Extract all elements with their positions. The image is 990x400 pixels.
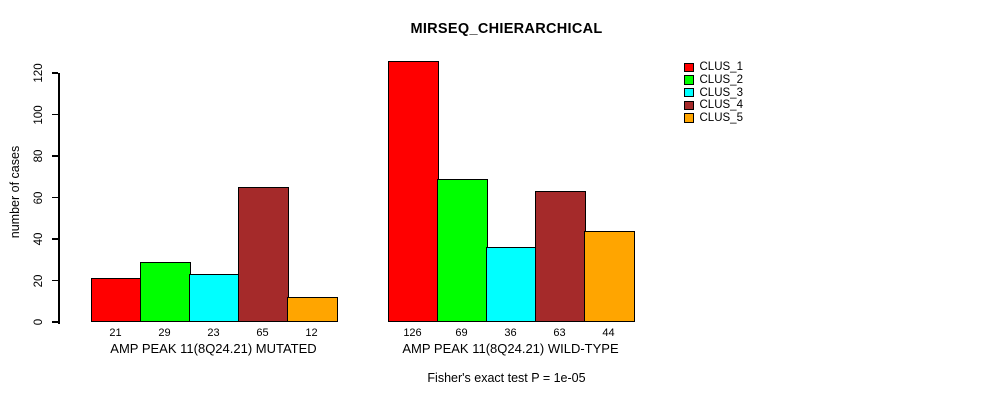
legend-item: CLUS_5 <box>684 112 743 125</box>
legend-swatch-icon <box>684 62 694 73</box>
bar-value-label: 65 <box>256 327 269 339</box>
legend-item-label: CLUS_2 <box>699 74 743 87</box>
bar-clus_4 <box>535 191 586 322</box>
y-axis-tick-label: 120 <box>33 63 45 83</box>
y-axis-tick <box>52 113 58 116</box>
legend: CLUS_1 CLUS_2 CLUS_3 CLUS_4 CLUS_5 <box>684 61 743 124</box>
bar-value-label: 21 <box>109 327 122 339</box>
x-axis-group-label: AMP PEAK 11(8Q24.21) MUTATED <box>110 341 317 356</box>
y-axis-tick-label: 20 <box>33 274 45 287</box>
y-axis-tick-label: 100 <box>33 104 45 125</box>
y-axis-tick <box>52 196 58 199</box>
y-axis-tick-label: 0 <box>33 318 45 326</box>
bar-clus_3 <box>486 247 537 322</box>
bar-value-label: 29 <box>158 327 171 339</box>
legend-item-label: CLUS_4 <box>699 99 743 112</box>
x-axis-group-label: AMP PEAK 11(8Q24.21) WILD-TYPE <box>402 341 619 356</box>
y-axis-line <box>58 73 60 324</box>
legend-item-label: CLUS_5 <box>699 112 743 125</box>
bar-clus_1 <box>91 278 142 322</box>
y-axis-label: number of cases <box>8 145 22 239</box>
legend-swatch-icon <box>684 87 694 98</box>
y-axis-tick-label: 80 <box>33 149 45 163</box>
y-axis-tick <box>52 321 58 323</box>
bar-clus_1 <box>388 60 439 322</box>
y-axis-tick <box>52 238 58 240</box>
bar-clus_5 <box>287 297 338 322</box>
legend-item: CLUS_1 <box>684 61 743 74</box>
bar-clus_2 <box>140 261 191 322</box>
bar-clus_2 <box>437 178 488 322</box>
bar-clus_5 <box>584 230 635 322</box>
bar-value-label: 36 <box>504 327 517 339</box>
legend-item: CLUS_4 <box>684 99 743 112</box>
legend-swatch-icon <box>684 100 694 111</box>
y-axis-tick <box>52 279 58 282</box>
legend-swatch-icon <box>684 75 694 85</box>
bar-clus_3 <box>189 274 240 322</box>
bar-clus_4 <box>238 187 289 322</box>
legend-item: CLUS_2 <box>684 74 743 87</box>
chart-title: MIRSEQ_CHIERARCHICAL <box>410 21 603 37</box>
y-axis-tick-label: 40 <box>33 232 45 246</box>
y-axis-tick <box>52 72 58 74</box>
legend-item-label: CLUS_3 <box>699 86 743 99</box>
bar-value-label: 12 <box>305 327 318 339</box>
bar-value-label: 126 <box>403 327 422 339</box>
y-axis-tick <box>52 155 58 157</box>
y-axis-tick-label: 60 <box>33 191 45 204</box>
legend-item-label: CLUS_1 <box>699 61 743 74</box>
bar-value-label: 23 <box>207 327 220 339</box>
fisher-test-annotation: Fisher's exact test P = 1e-05 <box>427 371 586 385</box>
bar-value-label: 69 <box>455 327 468 339</box>
legend-item: CLUS_3 <box>684 86 743 99</box>
bar-value-label: 44 <box>602 327 615 339</box>
legend-swatch-icon <box>684 113 694 123</box>
bar-value-label: 63 <box>553 327 566 339</box>
